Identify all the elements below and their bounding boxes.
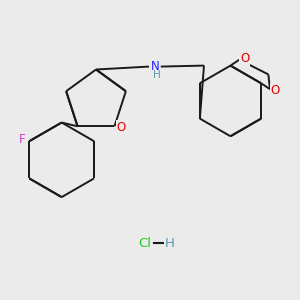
Text: O: O bbox=[116, 121, 125, 134]
Text: H: H bbox=[152, 70, 160, 80]
Text: H: H bbox=[165, 237, 175, 250]
Text: F: F bbox=[19, 133, 26, 146]
Text: Cl: Cl bbox=[139, 237, 152, 250]
Text: O: O bbox=[240, 52, 249, 65]
Text: O: O bbox=[271, 84, 280, 97]
Text: N: N bbox=[151, 60, 159, 73]
